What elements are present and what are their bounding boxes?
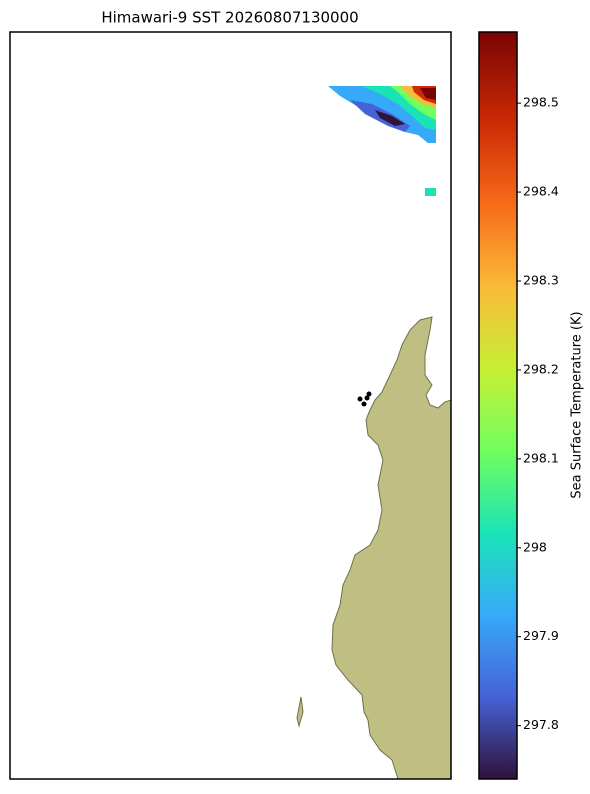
colorbar-tick-label: 298.3 [523, 273, 559, 288]
colorbar-tick-label: 298.4 [523, 184, 559, 199]
colorbar [478, 31, 518, 780]
colorbar-tick-label: 297.8 [523, 717, 559, 732]
island [296, 696, 304, 728]
colorbar-label: Sea Surface Temperature (K) [570, 311, 585, 498]
land [331, 316, 451, 779]
colorbar-tick-label: 298.5 [523, 95, 559, 110]
sst-patch [328, 86, 436, 196]
map-frame [9, 31, 452, 780]
stations [357, 391, 372, 407]
map [296, 86, 451, 779]
colorbar-tick-label: 297.9 [523, 628, 559, 643]
colorbar-tick-label: 298 [523, 539, 547, 554]
colorbar-tick-label: 298.1 [523, 450, 559, 465]
colorbar-tick-label: 298.2 [523, 361, 559, 376]
chart-title: Himawari-9 SST 20260807130000 [101, 9, 358, 27]
